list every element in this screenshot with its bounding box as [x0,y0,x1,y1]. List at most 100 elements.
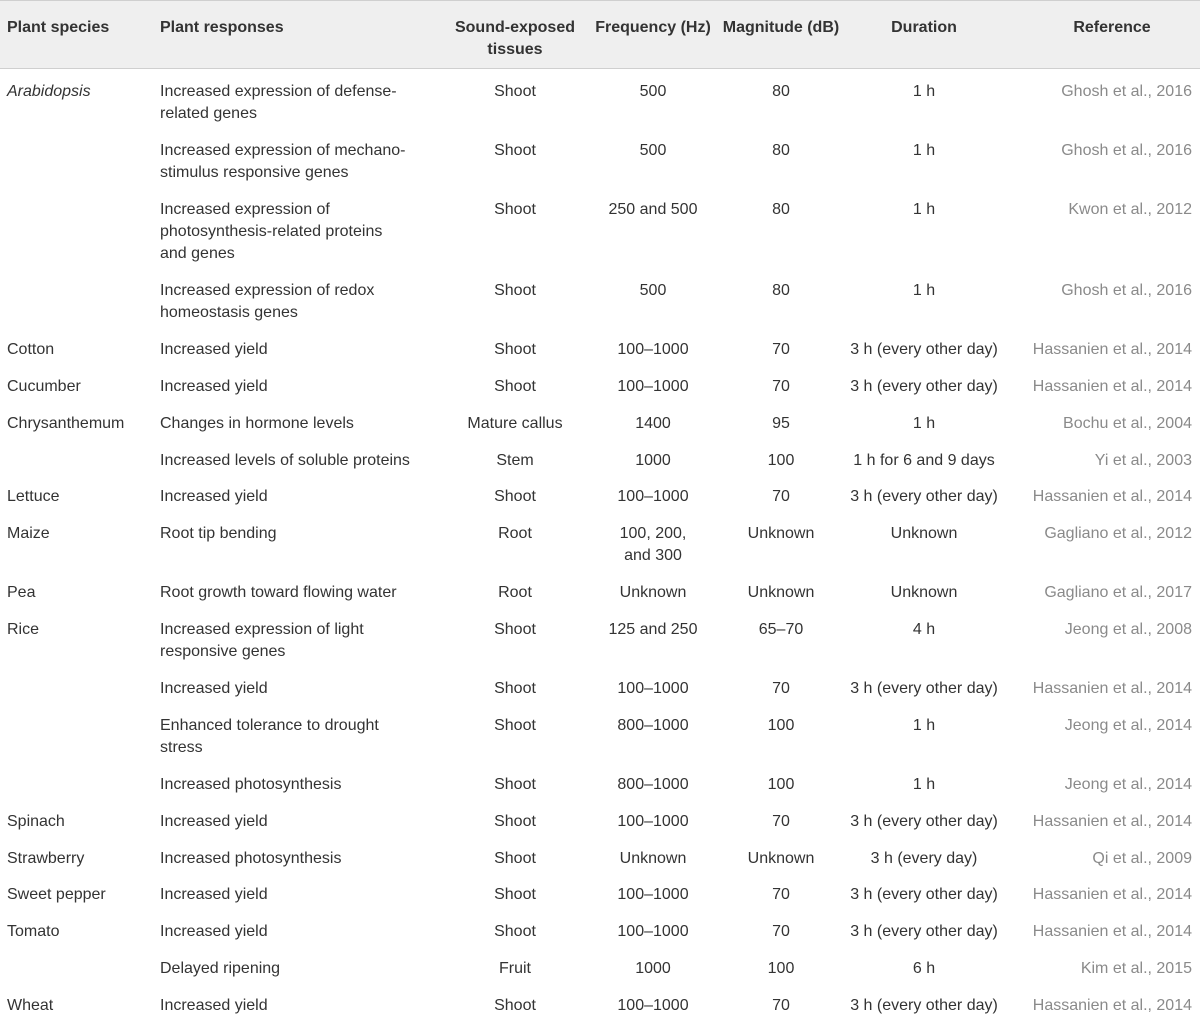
cell-magnitude-text: 70 [772,997,790,1014]
cell-species: Strawberry [0,837,150,874]
cell-species-text: Wheat [7,997,53,1014]
cell-tissue-text: Shoot [494,621,536,638]
cell-magnitude: Unknown [718,837,844,874]
cell-reference: Hassanien et al., 2014 [1004,874,1200,911]
cell-reference-text: Ghosh et al., 2016 [1061,282,1192,299]
cell-duration-text: 3 h (every day) [871,850,978,867]
cell-duration-text: 6 h [913,960,935,977]
cell-duration: 1 h [844,402,1004,439]
cell-magnitude: 100 [718,439,844,476]
cell-magnitude-text: 80 [772,201,790,218]
cell-magnitude: 95 [718,402,844,439]
cell-duration-text: 3 h (every other day) [850,886,998,903]
cell-duration: 3 h (every day) [844,837,1004,874]
cell-duration-text: 3 h (every other day) [850,813,998,830]
cell-tissue-text: Shoot [494,813,536,830]
cell-species: Chrysanthemum [0,402,150,439]
cell-reference-text: Hassanien et al., 2014 [1033,813,1192,830]
cell-response-text: Increased levels of soluble proteins [160,450,410,472]
cell-tissue-text: Fruit [499,960,531,977]
cell-reference: Kwon et al., 2012 [1004,188,1200,269]
cell-reference: Hassanien et al., 2014 [1004,984,1200,1021]
cell-duration-text: 3 h (every other day) [850,680,998,697]
cell-magnitude-text: 100 [768,960,795,977]
cell-duration: 3 h (every other day) [844,800,1004,837]
cell-response: Increased expression of mechano-stimulus… [150,129,442,188]
cell-species [0,439,150,476]
cell-tissue-text: Shoot [494,886,536,903]
cell-magnitude-text: 70 [772,923,790,940]
table-row: Increased levels of soluble proteins Stem… [0,439,1200,476]
cell-frequency: Unknown [588,572,718,609]
cell-duration: 6 h [844,948,1004,985]
cell-response: Root tip bending [150,513,442,572]
cell-frequency-text: 100–1000 [608,811,698,833]
cell-species-text: Sweet pepper [7,886,106,903]
cell-response: Increased expression of light responsive… [150,609,442,668]
cell-magnitude: 80 [718,129,844,188]
cell-magnitude: 70 [718,874,844,911]
cell-magnitude-text: 70 [772,813,790,830]
cell-species-text: Pea [7,584,35,601]
cell-tissue: Root [442,572,588,609]
cell-duration: 3 h (every other day) [844,329,1004,366]
cell-duration: 3 h (every other day) [844,668,1004,705]
cell-tissue-text: Stem [496,452,533,469]
cell-response: Increased yield [150,874,442,911]
cell-duration: 1 h [844,270,1004,329]
cell-frequency-text: 250 and 500 [608,199,698,221]
cell-response: Increased yield [150,984,442,1021]
cell-reference: Hassanien et al., 2014 [1004,800,1200,837]
cell-reference: Hassanien et al., 2014 [1004,365,1200,402]
cell-frequency: 100–1000 [588,668,718,705]
cell-magnitude-text: Unknown [748,525,815,542]
cell-response-text: Delayed ripening [160,958,410,980]
cell-frequency-text: 1400 [608,413,698,435]
cell-tissue: Root [442,513,588,572]
cell-response: Increased photosynthesis [150,837,442,874]
cell-magnitude: 80 [718,270,844,329]
cell-species [0,764,150,801]
cell-magnitude-text: Unknown [748,850,815,867]
cell-tissue: Shoot [442,270,588,329]
cell-tissue: Shoot [442,874,588,911]
cell-frequency: 500 [588,129,718,188]
cell-reference-text: Jeong et al., 2014 [1065,717,1192,734]
cell-frequency: 100–1000 [588,476,718,513]
cell-reference-text: Gagliano et al., 2012 [1044,525,1192,542]
cell-species: Lettuce [0,476,150,513]
cell-frequency: 1400 [588,402,718,439]
cell-frequency-text: 500 [608,280,698,302]
cell-species-text: Strawberry [7,850,84,867]
cell-species: Cotton [0,329,150,366]
cell-magnitude: 100 [718,948,844,985]
cell-duration: 3 h (every other day) [844,874,1004,911]
cell-response: Increased yield [150,911,442,948]
cell-duration: Unknown [844,513,1004,572]
cell-frequency: 500 [588,69,718,130]
cell-magnitude: 70 [718,800,844,837]
cell-reference-text: Kwon et al., 2012 [1068,201,1192,218]
cell-reference-text: Hassanien et al., 2014 [1033,680,1192,697]
cell-magnitude: 70 [718,476,844,513]
cell-duration-text: 1 h [913,83,935,100]
cell-tissue-text: Root [498,525,532,542]
cell-tissue: Shoot [442,764,588,801]
cell-frequency: 125 and 250 [588,609,718,668]
cell-response-text: Increased expression of redox homeostasi… [160,280,410,325]
cell-species [0,704,150,763]
cell-species-text: Arabidopsis [7,83,91,100]
cell-duration-text: Unknown [891,584,958,601]
cell-magnitude: 80 [718,188,844,269]
cell-magnitude: 80 [718,69,844,130]
cell-frequency-text: 100–1000 [608,376,698,398]
table-header: Plant species Plant responses Sound-expo… [0,1,1200,69]
cell-response-text: Increased photosynthesis [160,848,410,870]
cell-duration-text: 3 h (every other day) [850,378,998,395]
